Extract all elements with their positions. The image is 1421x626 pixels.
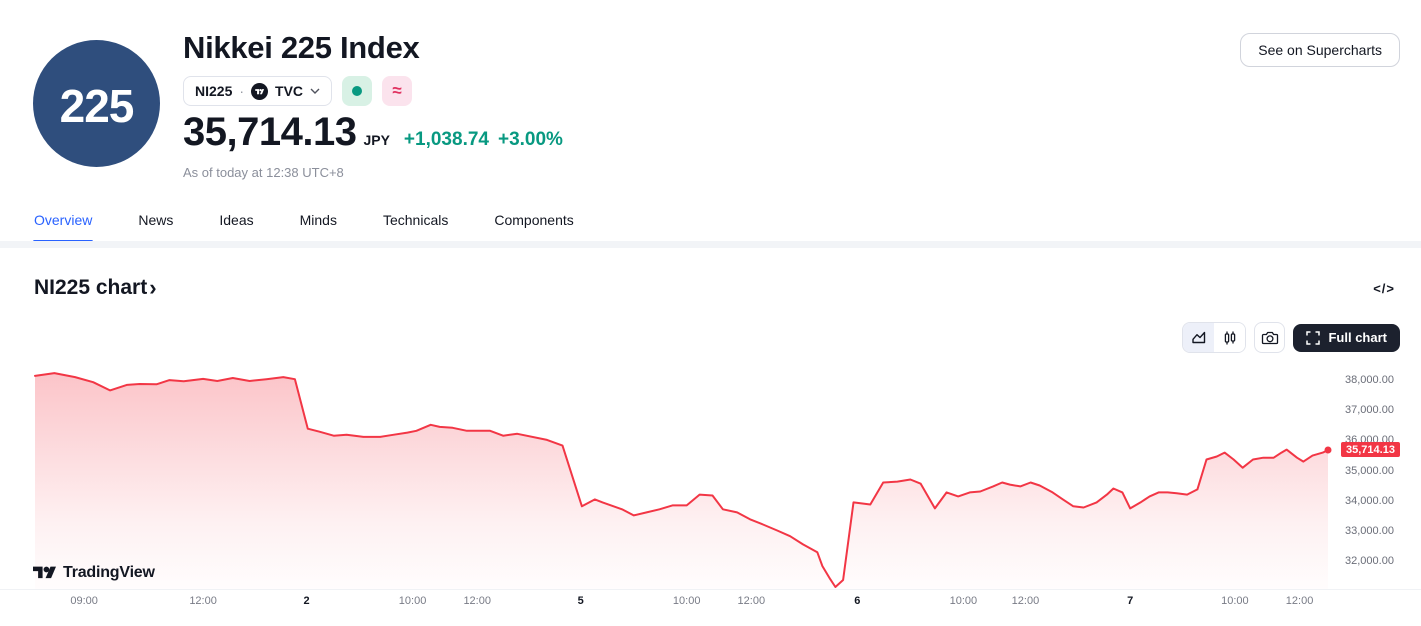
fullscreen-icon	[1306, 330, 1321, 345]
price-row: 35,714.13 JPY +1,038.74 +3.00%	[183, 110, 563, 155]
market-open-status-badge[interactable]	[342, 76, 373, 106]
tab-minds[interactable]: Minds	[300, 205, 337, 242]
tab-news[interactable]: News	[138, 205, 173, 242]
page-title: Nikkei 225 Index	[183, 30, 420, 65]
x-axis-label: 5	[577, 595, 584, 607]
x-axis-label: 12:00	[463, 595, 491, 607]
see-on-supercharts-button[interactable]: See on Supercharts	[1240, 33, 1400, 67]
change-absolute: +1,038.74	[403, 129, 489, 150]
y-axis-label: 32,000.00	[1345, 555, 1394, 568]
area-chart-button[interactable]	[1183, 323, 1215, 352]
price-line	[34, 372, 1329, 588]
chart-section-title[interactable]: NI225 chart ›	[34, 275, 157, 300]
tab-overview[interactable]: Overview	[32, 205, 94, 243]
candles-chart-button[interactable]	[1214, 323, 1246, 352]
nikkei-225-logo: 225	[33, 40, 160, 167]
y-axis-label: 37,000.00	[1345, 404, 1394, 417]
y-axis-label: 34,000.00	[1345, 494, 1394, 507]
x-axis-label: 12:00	[1285, 595, 1314, 607]
tab-bar: Overview News Ideas Minds Technicals Com…	[0, 205, 1421, 243]
x-axis-label: 10:00	[949, 595, 978, 607]
separator-dot: ·	[239, 83, 245, 99]
x-axis-label: 12:00	[737, 595, 766, 607]
x-axis-label: 10:00	[672, 595, 701, 607]
x-axis-label: 6	[854, 595, 861, 607]
area-chart-icon	[1191, 330, 1207, 346]
current-price: 35,714.13	[183, 110, 357, 154]
y-axis-label: 33,000.00	[1345, 525, 1394, 537]
full-chart-button[interactable]: Full chart	[1293, 323, 1400, 352]
logo-text: 225	[59, 79, 135, 132]
x-axis-label: 09:00	[70, 595, 98, 607]
x-axis-label: 12:00	[1011, 595, 1040, 607]
last-price-dot	[1324, 446, 1332, 454]
tab-technicals[interactable]: Technicals	[383, 205, 448, 242]
symbol-row: NI225 · TVC ≈	[183, 76, 413, 106]
current-price-axis-label: 35,714.13	[1341, 442, 1400, 458]
y-axis-label: 35,000.00	[1345, 464, 1394, 477]
tradingview-logo-icon	[251, 82, 269, 100]
x-axis-label: 2	[303, 595, 310, 607]
chevron-down-icon	[310, 88, 320, 94]
x-axis-label: 10:00	[398, 595, 427, 607]
tradingview-attribution[interactable]: TradingView	[33, 564, 155, 582]
section-divider	[0, 241, 1421, 248]
snapshot-camera-button[interactable]	[1254, 322, 1286, 353]
embed-code-icon[interactable]: </>	[1373, 280, 1395, 296]
area-fill	[35, 373, 1328, 590]
x-axis-line	[0, 589, 1421, 590]
x-axis-label: 10:00	[1221, 595, 1249, 607]
market-open-dot-icon	[352, 86, 363, 96]
similar-symbols-badge[interactable]: ≈	[382, 76, 413, 106]
chevron-right-icon: ›	[149, 275, 157, 300]
price-chart: 38,000.00 37,000.00 36,000.00 35,000.00 34,0…	[0, 368, 1421, 626]
chart-section-header: NI225 chart › </>	[0, 276, 1421, 300]
as-of-timestamp: As of today at 12:38 UTC+8	[183, 165, 344, 180]
x-axis-label: 12:00	[189, 595, 217, 607]
symbol-ticker: NI225	[195, 83, 233, 99]
x-axis-label: 7	[1127, 595, 1134, 607]
candles-icon	[1222, 330, 1238, 346]
approx-icon: ≈	[392, 81, 402, 100]
chart-toolbar: Full chart	[1182, 322, 1400, 353]
tradingview-mark-icon	[33, 564, 56, 582]
tradingview-wordmark: TradingView	[63, 564, 155, 581]
exchange-label: TVC	[275, 83, 304, 99]
symbol-selector[interactable]: NI225 · TVC	[183, 76, 333, 106]
tab-components[interactable]: Components	[494, 205, 573, 242]
y-axis-label: 38,000.00	[1345, 374, 1394, 386]
change-percent: +3.00%	[497, 129, 563, 150]
chart-canvas[interactable]	[34, 368, 1332, 590]
currency-label: JPY	[363, 132, 390, 148]
price-change: +1,038.74 +3.00%	[404, 129, 563, 151]
tab-ideas[interactable]: Ideas	[219, 205, 253, 242]
chart-type-toggle	[1182, 322, 1247, 353]
camera-icon	[1261, 329, 1279, 347]
